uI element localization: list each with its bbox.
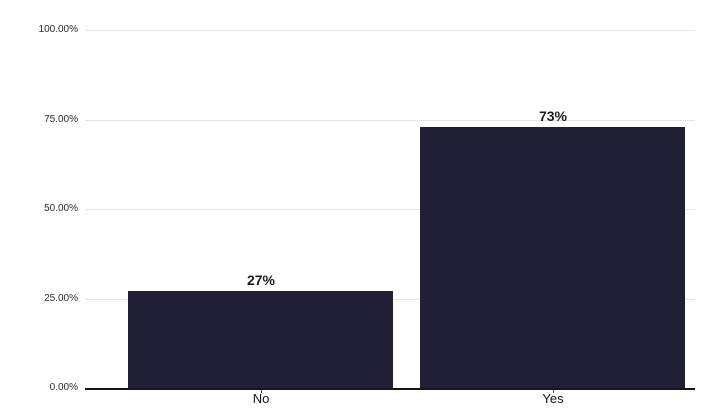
- bar-value-label-yes: 73%: [538, 108, 568, 124]
- y-axis-tick-label: 0.00%: [49, 382, 78, 393]
- gridline-50: [85, 209, 695, 210]
- x-axis-tick: [261, 390, 262, 393]
- gridline-100: [85, 30, 695, 31]
- gridline-75: [85, 120, 695, 121]
- bar-value-label-no: 27%: [246, 272, 276, 288]
- x-axis-category-label-no: No: [252, 391, 270, 406]
- plot-area: [85, 30, 695, 390]
- bar-yes: [420, 127, 685, 388]
- y-axis-tick-label: 75.00%: [44, 114, 78, 125]
- bar-no: [128, 291, 393, 388]
- y-axis-tick-label: 25.00%: [44, 293, 78, 304]
- x-axis-tick: [553, 390, 554, 393]
- x-axis-category-label-yes: Yes: [542, 391, 564, 406]
- y-axis-tick-label: 50.00%: [44, 203, 78, 214]
- y-axis-tick-label: 100.00%: [38, 24, 78, 35]
